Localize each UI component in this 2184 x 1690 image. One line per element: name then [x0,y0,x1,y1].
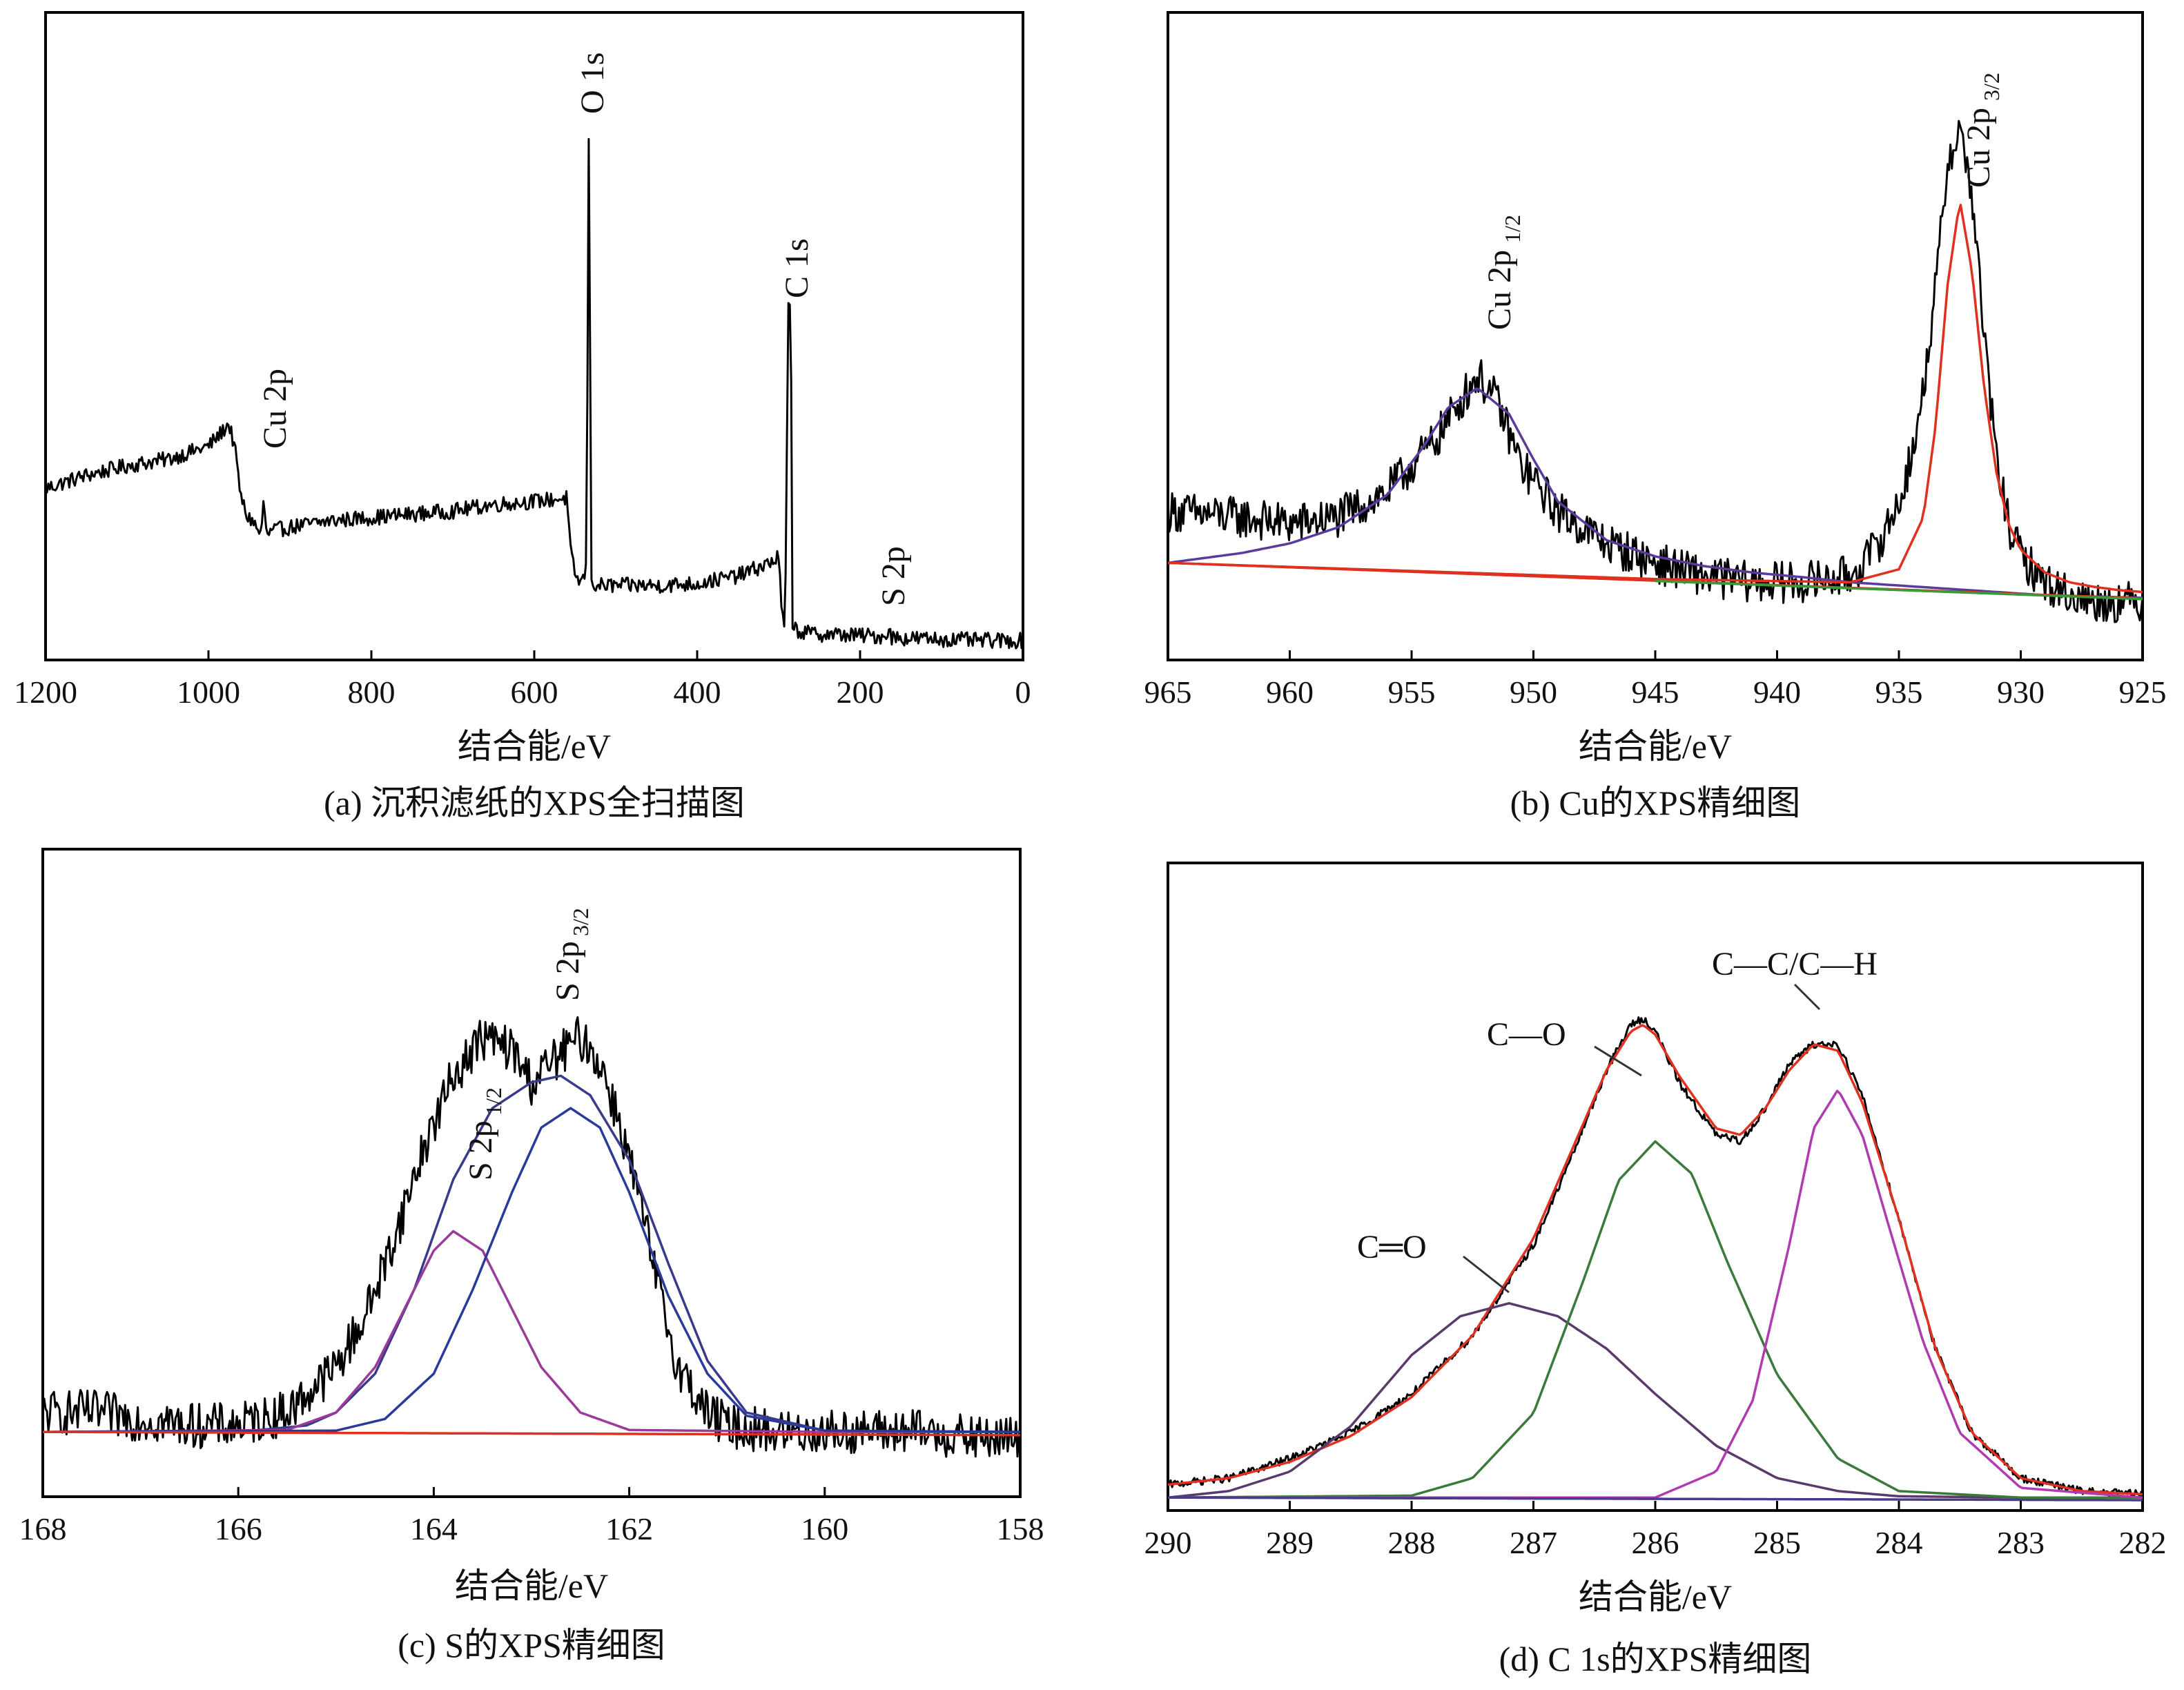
panel-d-series-c-o-fit [1168,1140,2143,1499]
panel-b-tick-label-8: 925 [2119,674,2167,710]
peak-label-cc-ch: C—C/C—H [1712,946,1878,982]
panel-c-tick-label-1: 166 [215,1511,262,1546]
panel-d-tick-label-8: 282 [2119,1525,2167,1560]
panel-b-tick-label-3: 950 [1510,674,1557,710]
panel-a-tick-label-0: 1200 [14,674,77,710]
leader-cc-ch [1793,983,1821,1011]
panel-c-caption: (c) S的XPS精细图 [398,1626,665,1664]
panel-d-tick-label-6: 284 [1875,1525,1923,1560]
panel-d-frame [1167,862,2144,1512]
panel-c-series-s-total-fit [43,1074,1020,1433]
panel-b-xlabel: 结合能/eV [1579,727,1732,766]
panel-d-tick-label-0: 290 [1144,1525,1192,1560]
peak-label-cu2p: Cu 2p [257,369,293,449]
panel-d-tick-label-1: 289 [1266,1525,1314,1560]
panel-a-caption: (a) 沉积滤纸的XPS全扫描图 [324,784,745,822]
peak-label-o1s: O 1s [574,52,611,114]
leader-c-o [1594,1045,1642,1077]
panel-c-tick-label-2: 164 [410,1511,458,1546]
peak-label-c-double-o: C═O [1357,1229,1427,1265]
panel-d-series-c-c-c-h-fit [1168,1089,2143,1499]
panel-d-caption: (d) C 1s的XPS精细图 [1499,1640,1812,1678]
panel-c-tick-label-4: 160 [801,1511,848,1546]
leader-c-double-o [1463,1255,1510,1294]
peak-label-c1s: C 1s [779,238,815,298]
peak-label-cu2p12: Cu 2p 1/2 [1481,215,1525,330]
panel-b-tick-label-4: 945 [1632,674,1679,710]
panel-c-tick-label-3: 162 [605,1511,653,1546]
panel-d-series-total-fit [1167,1024,2143,1496]
svg-text:3/2: 3/2 [568,908,593,936]
svg-text:Cu 2p: Cu 2p [1481,250,1518,330]
panel-c-series-s-2p1-2-fit [43,1230,1020,1433]
svg-text:S 2p: S 2p [549,941,586,1001]
peak-label-s2p32: S 2p 3/2 [549,908,593,1001]
panel-a-xlabel: 结合能/eV [458,727,611,766]
panel-b-series-raw [1167,119,2144,623]
panel-d-series-baseline [1167,1496,2143,1502]
panel-b-tick-label-6: 935 [1875,674,1923,710]
panel-d-xlabel: 结合能/eV [1579,1577,1732,1616]
panel-d-tick-label-5: 285 [1753,1525,1801,1560]
svg-text:Cu 2p: Cu 2p [1960,108,1997,188]
panel-c-series-baseline [43,1430,1020,1437]
panel-d-tick-label-3: 287 [1510,1525,1557,1560]
panel-b-tick-label-5: 940 [1753,674,1801,710]
panel-b-caption: (b) Cu的XPS精细图 [1510,784,1801,822]
panel-d-tick-label-2: 288 [1388,1525,1436,1560]
panel-d-tick-label-4: 286 [1632,1525,1679,1560]
panel-c-tick-label-0: 168 [19,1511,67,1546]
panel-a-series-survey [44,137,1024,650]
panel-b-tick-label-1: 960 [1266,674,1314,710]
panel-b-series-cu-2p3-2-fit [1167,204,2143,594]
panel-a-tick-label-6: 0 [1015,674,1031,710]
plot-layer [42,119,2144,1502]
panel-b-series-cu-2p1-2-fit [1167,387,2143,599]
panel-a-tick-label-2: 800 [348,674,396,710]
svg-text:S 2p: S 2p [462,1120,499,1181]
peak-label-c-o: C—O [1487,1016,1566,1053]
panel-c-tick-label-5: 158 [997,1511,1044,1546]
panel-c-series-raw [42,1016,1022,1458]
panel-a-tick-label-1: 1000 [177,674,240,710]
panel-d-tick-label-7: 283 [1997,1525,2045,1560]
panel-b-tick-label-7: 930 [1997,674,2045,710]
svg-text:3/2: 3/2 [1979,72,2004,101]
peak-label-s2p: S 2p [875,546,912,606]
panel-a-tick-label-3: 600 [511,674,558,710]
panel-a-tick-label-5: 200 [837,674,884,710]
panel-c-frame [41,848,1022,1498]
panel-d-series-raw [1167,1016,2143,1498]
panel-c-series-s-2p3-2-fit [43,1107,1020,1433]
svg-text:1/2: 1/2 [481,1087,506,1116]
panel-a-tick-label-4: 400 [674,674,721,710]
tick-layer: 1200 1000 800 600 400 200 0 965 960 955 950 945 940 9… [14,650,2167,1560]
panel-c-xlabel: 结合能/eV [455,1566,608,1605]
panel-d-series-c-o-fit [1167,1302,2143,1499]
panel-b-tick-label-0: 965 [1144,674,1192,710]
peak-label-cu2p32: Cu 2p 3/2 [1960,72,2004,188]
panel-b-series-baseline2 [1655,579,2143,601]
peak-label-s2p12: S 2p 1/2 [462,1087,506,1181]
panel-b-tick-label-2: 955 [1388,674,1436,710]
svg-text:1/2: 1/2 [1500,215,1525,243]
